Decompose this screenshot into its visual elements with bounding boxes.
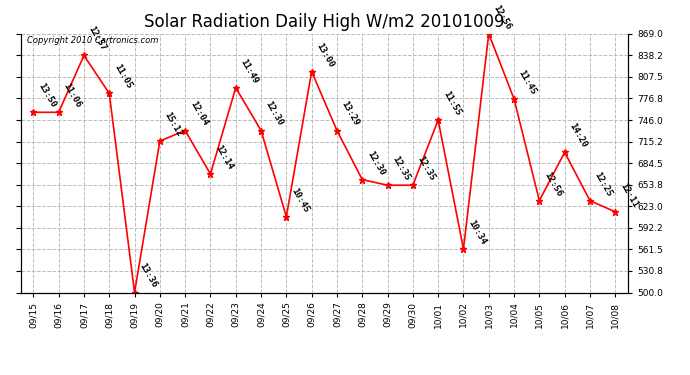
Text: 12:04: 12:04 [188,100,209,128]
Text: 11:49: 11:49 [239,57,259,85]
Text: 12:56: 12:56 [491,3,513,31]
Text: 10:34: 10:34 [466,219,487,246]
Text: 12:14: 12:14 [213,144,235,171]
Text: 11:06: 11:06 [61,82,83,110]
Text: 10:45: 10:45 [289,186,311,214]
Text: 15:12: 15:12 [163,111,184,138]
Text: 12:57: 12:57 [87,25,108,53]
Text: 11:05: 11:05 [112,63,133,91]
Text: 12:35: 12:35 [415,154,437,182]
Title: Solar Radiation Daily High W/m2 20101009: Solar Radiation Daily High W/m2 20101009 [144,13,504,31]
Text: 11:45: 11:45 [517,68,538,96]
Text: 12:35: 12:35 [391,154,411,182]
Text: 12:30: 12:30 [264,100,285,128]
Text: 12:56: 12:56 [542,170,563,198]
Text: 13:50: 13:50 [36,82,57,110]
Text: 13:00: 13:00 [315,41,335,69]
Text: 12:25: 12:25 [593,170,614,198]
Text: 14:20: 14:20 [567,122,589,150]
Text: 12:11: 12:11 [618,181,639,209]
Text: 13:29: 13:29 [339,100,361,128]
Text: Copyright 2010 Cartronics.com: Copyright 2010 Cartronics.com [27,36,158,45]
Text: 11:55: 11:55 [441,90,462,117]
Text: 13:36: 13:36 [137,262,159,290]
Text: 12:30: 12:30 [365,149,386,177]
